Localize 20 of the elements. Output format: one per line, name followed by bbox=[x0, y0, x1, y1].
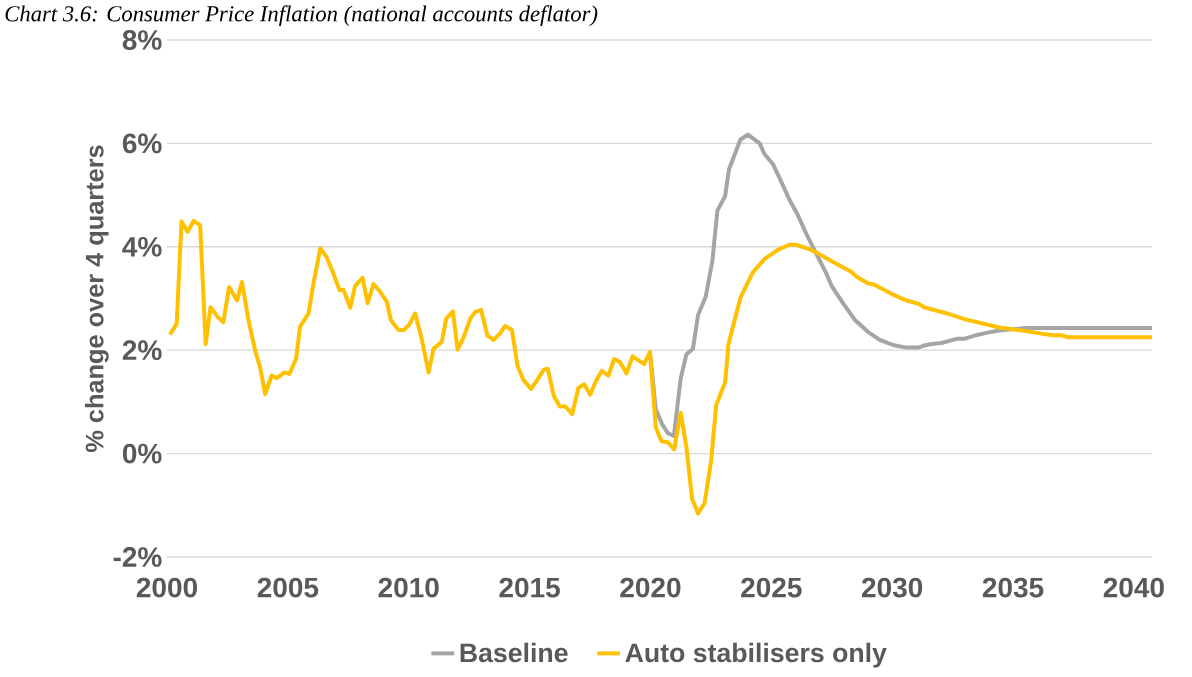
y-tick-label: -2% bbox=[113, 547, 162, 567]
x-tick-label: 2010 bbox=[378, 577, 439, 598]
y-tick-label: 0% bbox=[122, 443, 162, 464]
x-tick-label: 2030 bbox=[861, 577, 923, 598]
x-tick-label: 2015 bbox=[499, 577, 560, 598]
legend-label: Baseline bbox=[460, 642, 568, 663]
y-tick-label: 6% bbox=[122, 133, 162, 154]
y-tick-label: 8% bbox=[122, 30, 162, 50]
y-axis-title: % change over 4 quarters bbox=[84, 145, 109, 453]
x-tick-label: 2020 bbox=[620, 577, 681, 598]
y-tick-label: 2% bbox=[122, 340, 162, 361]
x-tick-label: 2005 bbox=[257, 577, 319, 598]
x-tick-label: 2040 bbox=[1103, 577, 1164, 598]
chart-title: Chart 3.6: Consumer Price Inflation (national accounts deflator) bbox=[5, 5, 598, 27]
y-tick-label: 4% bbox=[122, 236, 162, 257]
line-series bbox=[167, 218, 1154, 516]
x-tick-label: 2035 bbox=[982, 577, 1044, 598]
legend-label: Auto stabilisers only bbox=[625, 642, 887, 668]
x-tick-label: 2025 bbox=[741, 577, 802, 598]
x-tick-label: 2000 bbox=[136, 577, 197, 598]
